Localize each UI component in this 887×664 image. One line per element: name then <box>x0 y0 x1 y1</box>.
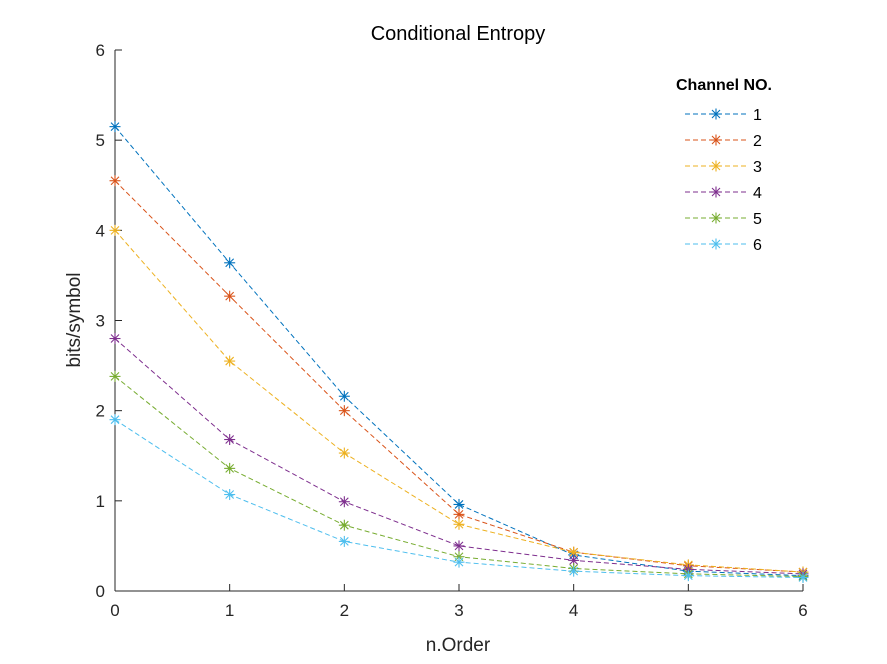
y-tick-label: 6 <box>96 41 105 60</box>
y-tick-label: 2 <box>96 402 105 421</box>
legend-label-6: 6 <box>753 237 762 254</box>
data-point-s3-x2 <box>338 447 350 459</box>
legend-marker-5 <box>710 212 722 224</box>
x-tick-label: 2 <box>340 601 349 620</box>
data-point-s1-x0 <box>109 121 121 133</box>
data-point-s5-x2 <box>338 519 350 531</box>
data-point-s1-x3 <box>453 498 465 510</box>
data-point-s3-x3 <box>453 518 465 530</box>
data-point-s1-x1 <box>224 257 236 269</box>
series-line-4 <box>114 338 804 575</box>
legend-label-1: 1 <box>753 107 762 124</box>
data-point-s6-x5 <box>682 570 694 582</box>
x-tick-label: 3 <box>454 601 463 620</box>
plot-area <box>109 121 809 583</box>
x-tick-label: 6 <box>798 601 807 620</box>
data-point-s4-x2 <box>338 496 350 508</box>
y-tick-label: 4 <box>96 221 105 240</box>
data-point-s3-x0 <box>109 224 121 236</box>
data-point-s4-x1 <box>224 434 236 446</box>
y-tick-label: 0 <box>96 582 105 601</box>
legend-title: Channel NO. <box>676 77 772 94</box>
legend: 1 2 3 4 5 6 <box>685 107 762 254</box>
y-axis-title: bits/symbol <box>64 272 85 367</box>
legend-marker-1 <box>710 108 722 120</box>
x-tick-label: 5 <box>684 601 693 620</box>
legend-marker-3 <box>710 160 722 172</box>
data-point-s1-x2 <box>338 390 350 402</box>
legend-label-4: 4 <box>753 185 762 202</box>
data-point-s3-x1 <box>224 355 236 367</box>
data-point-s6-x0 <box>109 414 121 426</box>
data-point-s2-x2 <box>338 405 350 417</box>
legend-label-5: 5 <box>753 211 762 228</box>
y-tick-label: 5 <box>96 131 105 150</box>
x-tick-label: 4 <box>569 601 578 620</box>
y-tick-label: 1 <box>96 492 105 511</box>
legend-label-2: 2 <box>753 133 762 150</box>
y-tick-label: 3 <box>96 312 105 331</box>
data-point-s5-x1 <box>224 462 236 474</box>
x-tick-label: 1 <box>225 601 234 620</box>
legend-marker-4 <box>710 186 722 198</box>
data-point-s4-x3 <box>453 540 465 552</box>
data-point-s2-x3 <box>453 508 465 520</box>
data-point-s6-x1 <box>224 489 236 501</box>
data-point-s6-x2 <box>338 535 350 547</box>
data-point-s6-x4 <box>568 565 580 577</box>
data-point-s6-x3 <box>453 556 465 568</box>
data-point-s2-x0 <box>109 175 121 187</box>
x-axis-title: n.Order <box>426 635 491 656</box>
legend-label-3: 3 <box>753 159 762 176</box>
data-point-s6-x6 <box>797 571 809 583</box>
legend-marker-2 <box>710 134 722 146</box>
axes: 0 1 2 3 4 5 6 0 1 2 3 4 5 6 <box>96 41 808 620</box>
x-tick-label: 0 <box>110 601 119 620</box>
data-point-s5-x0 <box>109 370 121 382</box>
data-point-s2-x1 <box>224 290 236 302</box>
data-point-s4-x0 <box>109 333 121 345</box>
chart-title: Conditional Entropy <box>371 23 546 45</box>
legend-marker-6 <box>710 238 722 250</box>
